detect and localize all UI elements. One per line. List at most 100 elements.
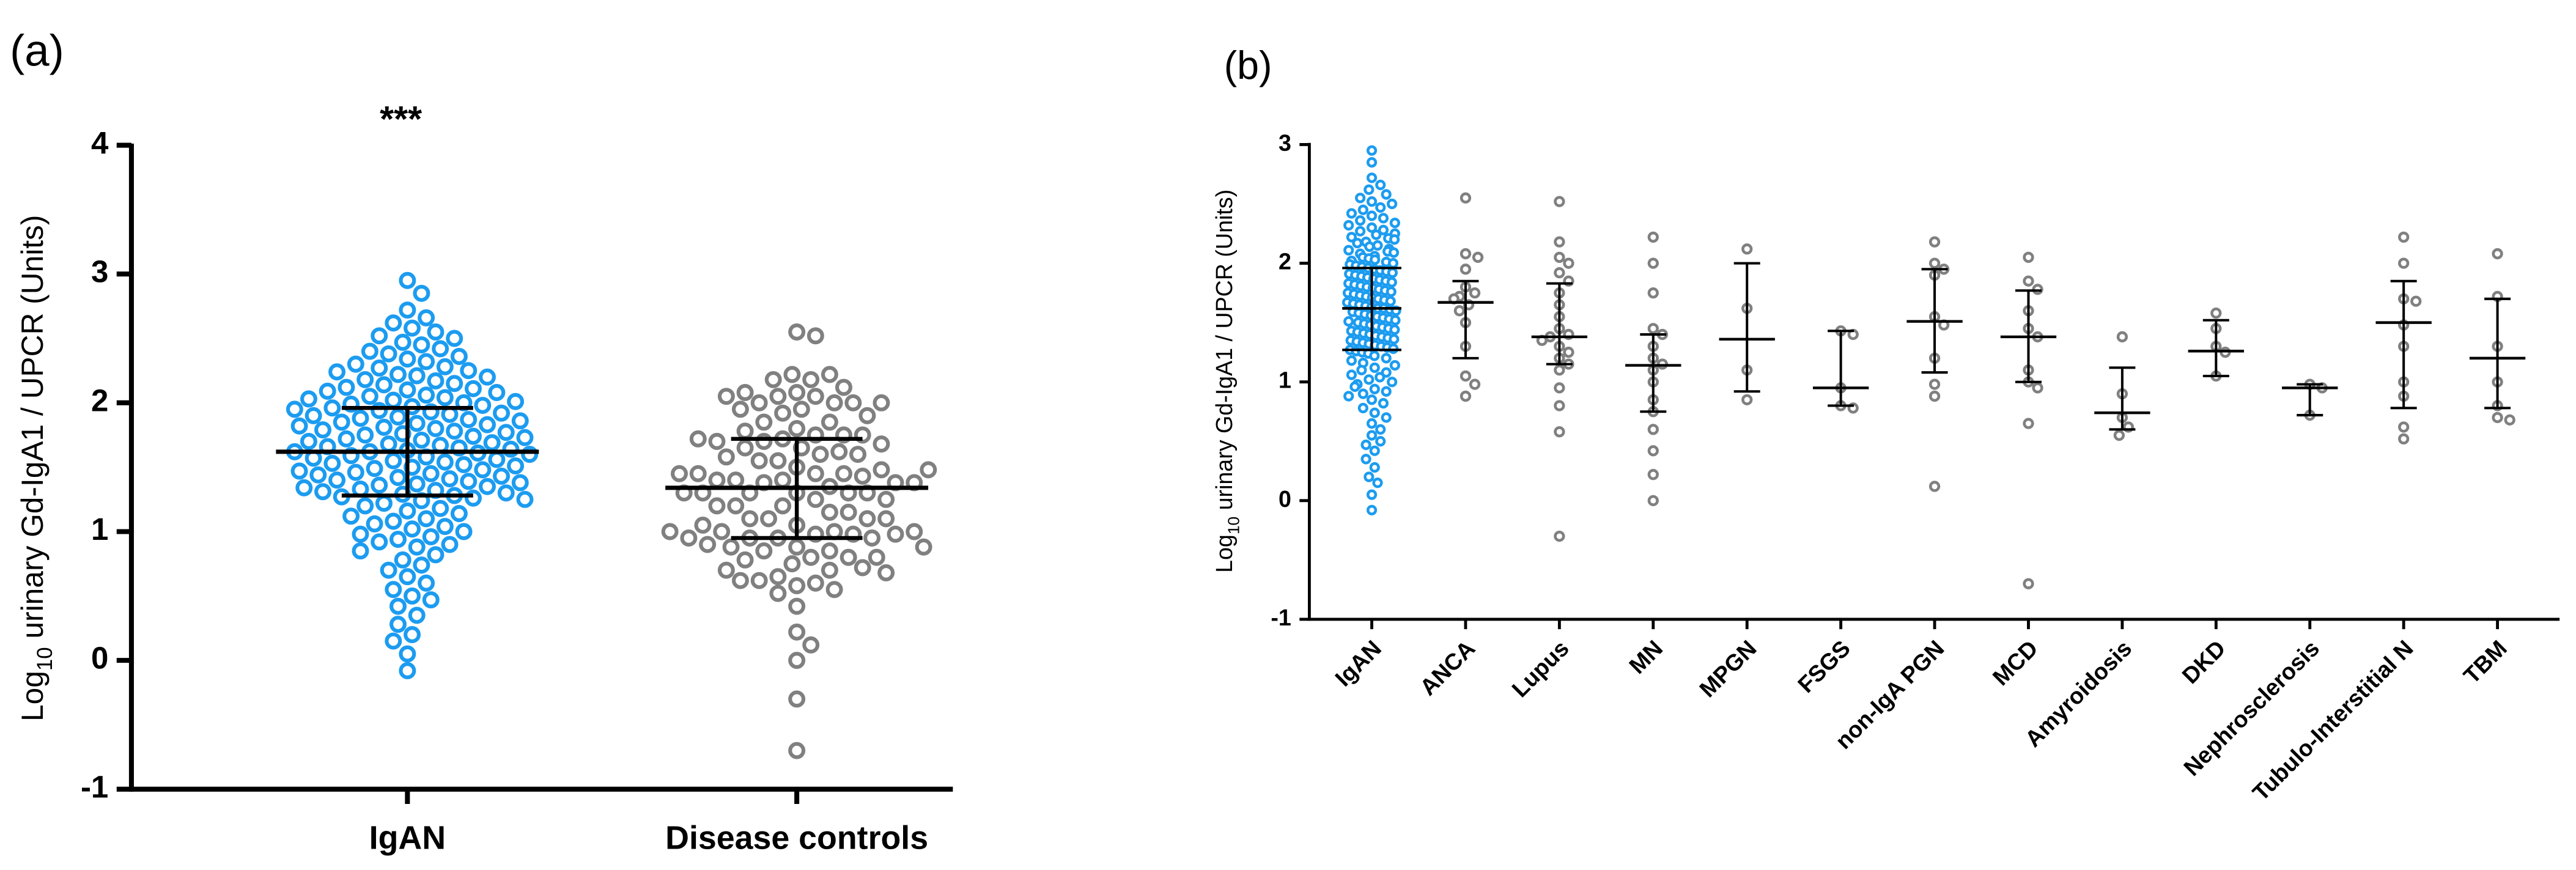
data-point <box>2492 411 2503 424</box>
data-point <box>389 616 407 633</box>
data-point <box>1647 257 1659 269</box>
data-point <box>389 597 407 615</box>
data-point <box>375 376 393 394</box>
data-point <box>436 389 454 407</box>
data-point <box>1563 347 1574 358</box>
data-point <box>1343 391 1354 402</box>
data-point <box>2398 421 2410 433</box>
data-point <box>516 429 534 446</box>
data-point <box>1460 370 1472 382</box>
data-point <box>1355 193 1366 204</box>
data-point <box>825 394 843 411</box>
data-point <box>338 378 355 396</box>
data-point <box>441 470 459 488</box>
data-point <box>1460 192 1472 204</box>
data-point <box>380 345 397 363</box>
data-point <box>750 394 768 411</box>
data-point <box>436 453 454 471</box>
data-point <box>788 323 806 341</box>
data-point <box>418 353 435 370</box>
data-point <box>755 433 773 451</box>
data-point <box>806 388 824 405</box>
y-tick-label: 0 <box>1279 486 1291 512</box>
data-point <box>371 476 388 494</box>
data-point <box>422 465 440 482</box>
data-point <box>769 584 787 602</box>
data-point <box>418 386 435 404</box>
data-point <box>295 479 313 496</box>
data-point <box>2398 257 2410 269</box>
y-tick-label: 1 <box>91 512 108 547</box>
data-point <box>2210 307 2222 319</box>
data-point <box>1369 350 1380 361</box>
data-point <box>1369 445 1380 456</box>
data-point <box>1928 236 1941 248</box>
data-point <box>1369 462 1380 473</box>
data-point <box>1378 398 1389 409</box>
data-point <box>877 564 895 581</box>
data-point <box>727 497 745 515</box>
data-point <box>1366 157 1378 168</box>
data-point <box>408 367 426 385</box>
panel: (b)Log10 urinary Gd-IgA1 / UPCR (Units)-… <box>1211 43 2560 806</box>
data-point <box>389 469 407 486</box>
data-point <box>385 452 402 470</box>
data-point <box>1366 172 1378 183</box>
data-point <box>788 577 806 594</box>
data-point <box>1356 364 1367 375</box>
data-point <box>1554 236 1565 248</box>
data-point <box>389 408 407 426</box>
data-point <box>1364 184 1375 195</box>
data-point <box>788 742 806 759</box>
data-point <box>399 502 416 520</box>
data-point <box>418 510 435 528</box>
data-point <box>404 587 421 605</box>
data-point <box>811 446 829 463</box>
data-point <box>769 388 787 405</box>
data-point <box>840 503 857 521</box>
data-point <box>2023 251 2034 264</box>
x-tick-label: TBM <box>2459 635 2512 688</box>
x-tick-label: MPGN <box>1694 635 1761 702</box>
data-point <box>1387 257 1399 269</box>
data-point <box>1346 208 1357 219</box>
data-point <box>375 418 393 436</box>
data-point <box>356 370 374 388</box>
data-point <box>736 422 754 440</box>
data-point <box>1928 378 1941 390</box>
data-point <box>446 375 463 393</box>
data-point <box>464 489 482 507</box>
x-tick-label: MCD <box>1988 635 2043 690</box>
data-point <box>774 497 792 515</box>
data-point <box>394 333 411 351</box>
data-point <box>1346 232 1357 243</box>
data-point <box>314 421 331 439</box>
data-point <box>455 523 473 540</box>
data-point <box>493 404 511 422</box>
data-point <box>361 388 378 405</box>
data-point <box>1375 436 1386 447</box>
data-point <box>806 327 824 345</box>
data-point <box>446 330 463 347</box>
data-point <box>1346 355 1357 366</box>
data-point <box>1352 237 1363 249</box>
data-point <box>450 348 468 365</box>
data-point <box>1343 219 1354 231</box>
data-point <box>1389 359 1400 371</box>
data-point <box>717 561 735 579</box>
data-point <box>413 556 430 574</box>
data-point <box>1364 471 1375 482</box>
data-point <box>844 394 862 411</box>
data-point <box>516 490 534 508</box>
data-point <box>1346 369 1357 380</box>
data-point <box>309 466 327 484</box>
data-point <box>1357 402 1368 414</box>
data-point <box>455 455 473 473</box>
data-point <box>1554 196 1565 207</box>
data-point <box>1469 287 1481 299</box>
y-tick-label: 3 <box>1279 130 1291 155</box>
data-point <box>347 463 364 481</box>
data-point <box>328 363 346 381</box>
data-point <box>1647 231 1659 243</box>
data-point <box>769 452 787 470</box>
